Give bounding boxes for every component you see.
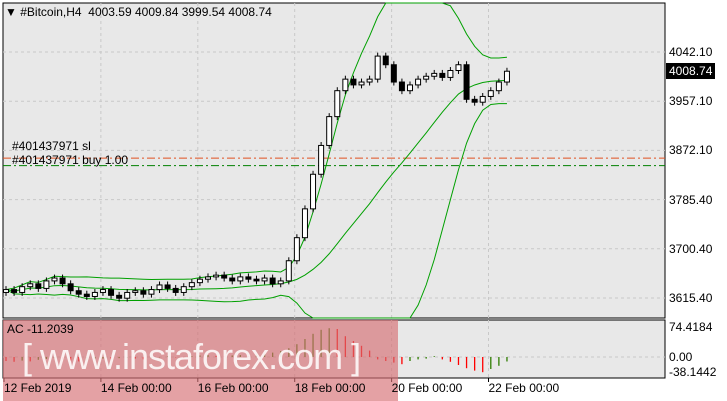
candle-body (132, 290, 139, 293)
candle-body (253, 278, 260, 282)
candle-body (221, 274, 228, 279)
candle-body (326, 116, 333, 146)
candle-body (342, 78, 349, 92)
candle-body (318, 144, 325, 175)
candle-body (213, 274, 220, 278)
candle-body (27, 283, 34, 288)
candle-body (59, 277, 66, 285)
candle-body (188, 282, 195, 288)
candle-body (124, 291, 131, 299)
price-tick: 3872.10 (669, 143, 713, 158)
candle-body (398, 81, 405, 92)
candle-body (229, 277, 236, 282)
candle-body (495, 81, 502, 92)
price-tick: 4042.10 (669, 45, 713, 59)
candle-body (431, 72, 438, 77)
current-price-tag: 4008.74 (666, 63, 716, 79)
candle-body (67, 283, 74, 292)
candle-body (463, 64, 470, 100)
candle-body (358, 81, 365, 86)
ac-indicator-label: AC -11.2039 (7, 322, 74, 336)
bollinger-upper (5, 2, 508, 291)
candle-body (382, 55, 389, 66)
candle-body (205, 276, 211, 280)
candle-body (164, 284, 171, 289)
candle-body (237, 276, 244, 282)
sl-order-label: #401437971 sl (12, 139, 91, 153)
candle-body (156, 284, 163, 291)
bollinger-lower (5, 103, 507, 319)
time-tick: 12 Feb 2019 (4, 381, 72, 395)
candle-body (277, 280, 284, 285)
time-tick: 22 Feb 00:00 (488, 381, 560, 395)
watermark-text: [ www.instaforex.com ] (22, 336, 361, 377)
time-tick: 14 Feb 00:00 (100, 381, 172, 395)
candle-body (269, 277, 276, 285)
candle-body (334, 90, 341, 118)
ohlc-values: 4003.59 4009.84 3999.54 4008.74 (88, 5, 272, 19)
candle-body (91, 291, 98, 297)
candle-body (487, 90, 494, 97)
candle-body (350, 78, 357, 86)
candle-body (293, 237, 300, 262)
candle-body (180, 286, 187, 293)
candle-body (455, 64, 462, 72)
candle-body (407, 84, 413, 92)
candle-body (245, 276, 252, 280)
candle-body (35, 283, 42, 289)
candle-body (261, 277, 268, 282)
candle-body (116, 294, 123, 299)
time-tick: 20 Feb 00:00 (391, 381, 463, 395)
candle-body (108, 289, 115, 296)
price-tick: 3957.10 (669, 94, 713, 109)
candle-body (423, 75, 430, 80)
candle-body (301, 208, 308, 239)
candle-body (285, 260, 292, 282)
time-tick: 16 Feb 00:00 (197, 381, 269, 395)
candle-body (439, 72, 446, 78)
bollinger-middle (5, 79, 507, 292)
candle-body (503, 70, 510, 83)
candle-body (11, 289, 18, 293)
candle-body (310, 173, 317, 210)
candle-body (99, 289, 106, 293)
ac-axis-max: 74.4184 (669, 320, 713, 334)
time-tick: 18 Feb 00:00 (294, 381, 366, 395)
collapse-triangle-icon[interactable]: ▼ (5, 5, 17, 19)
watermark-banner (3, 320, 398, 401)
price-tick: 3785.40 (669, 192, 713, 207)
candle-body (366, 78, 373, 83)
candle-body (19, 286, 26, 293)
candle-body (479, 95, 486, 103)
ac-axis-zero: 0.00 (669, 350, 693, 364)
candle-body (374, 55, 381, 80)
candle-body (415, 78, 422, 86)
ac-axis-min: -38.1442 (669, 365, 717, 379)
candle-body (447, 70, 454, 78)
candle-body (3, 289, 9, 293)
candle-body (51, 277, 58, 282)
price-tick: 3700.40 (669, 241, 713, 256)
candle-body (196, 278, 203, 284)
price-tick: 3615.40 (669, 291, 713, 305)
candle-body (83, 293, 90, 297)
candle-body (390, 64, 397, 83)
candle-body (471, 98, 478, 103)
buy-order-label: #401437971 buy 1.00 (12, 153, 129, 167)
symbol-label: #Bitcoin,H4 (20, 5, 82, 19)
candle-body (140, 290, 147, 295)
candle-body (172, 287, 179, 293)
candle-body (43, 280, 50, 289)
candle-body (75, 290, 82, 295)
candle-body (148, 289, 155, 295)
chart-header: ▼ #Bitcoin,H4 4003.59 4009.84 3999.54 40… (5, 5, 272, 19)
main-pane (2, 2, 666, 319)
